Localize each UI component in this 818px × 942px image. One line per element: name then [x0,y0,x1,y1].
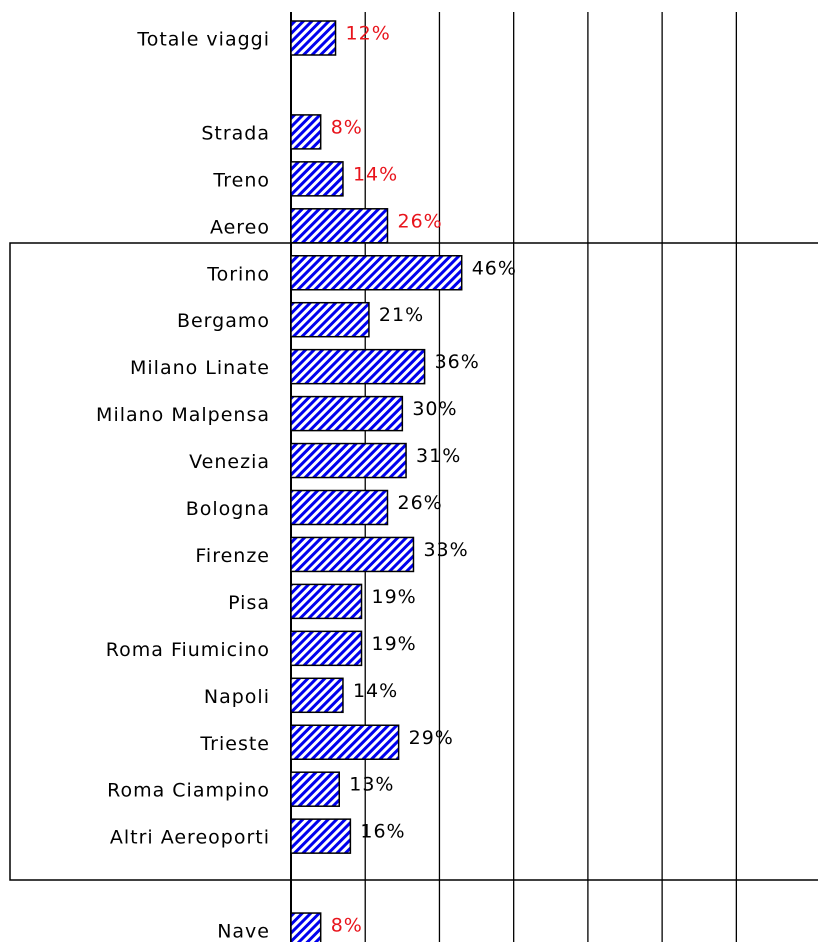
category-label: Nave [217,921,270,942]
bar [290,161,344,197]
category-label: Firenze [195,545,270,567]
category-label: Roma Ciampino [107,780,270,802]
category-label: Aereo [210,216,270,238]
value-label: 26% [397,210,442,232]
category-label: Treno [212,169,270,191]
bar [290,20,337,56]
bar [290,677,344,714]
value-label: 8% [331,116,363,138]
category-label: Venezia [189,451,270,473]
bar [290,255,463,291]
value-label: 36% [435,351,480,373]
category-label: Bologna [186,498,270,520]
bar [290,301,370,338]
value-label: 16% [360,821,405,843]
bar [290,724,400,760]
category-label: Roma Fiumicino [106,639,270,661]
value-label: 13% [349,774,394,796]
category-label: Pisa [228,592,270,614]
bar [290,348,426,385]
bar [290,818,352,854]
category-label: Trieste [199,733,270,755]
group-frame [9,242,818,881]
value-label: 21% [379,304,424,326]
category-label: Torino [206,263,270,285]
value-label: 26% [397,492,442,514]
value-label: 33% [423,539,468,561]
value-label: 8% [331,915,363,937]
category-label: Milano Linate [130,357,270,379]
bar [290,536,415,573]
category-label: Milano Malpensa [96,404,270,426]
value-label: 46% [472,257,517,279]
category-label: Bergamo [177,310,270,332]
bar [290,912,322,942]
value-label: 14% [353,680,398,702]
category-label: Totale viaggi [136,29,270,51]
bar [290,114,322,150]
value-label: 29% [409,727,454,749]
value-label: 14% [353,163,398,185]
category-label: Napoli [204,686,270,708]
bar [290,630,363,667]
bar [290,489,389,526]
bar [290,583,363,620]
value-label: 31% [416,445,461,467]
category-label: Altri Aereoporti [110,827,270,849]
bar [290,208,389,244]
value-label: 19% [372,633,417,655]
value-label: 12% [346,23,391,45]
value-label: 19% [372,586,417,608]
category-label: Strada [201,122,270,144]
value-label: 30% [412,398,457,420]
bar [290,442,407,479]
bar [290,395,404,432]
bar [290,771,340,807]
